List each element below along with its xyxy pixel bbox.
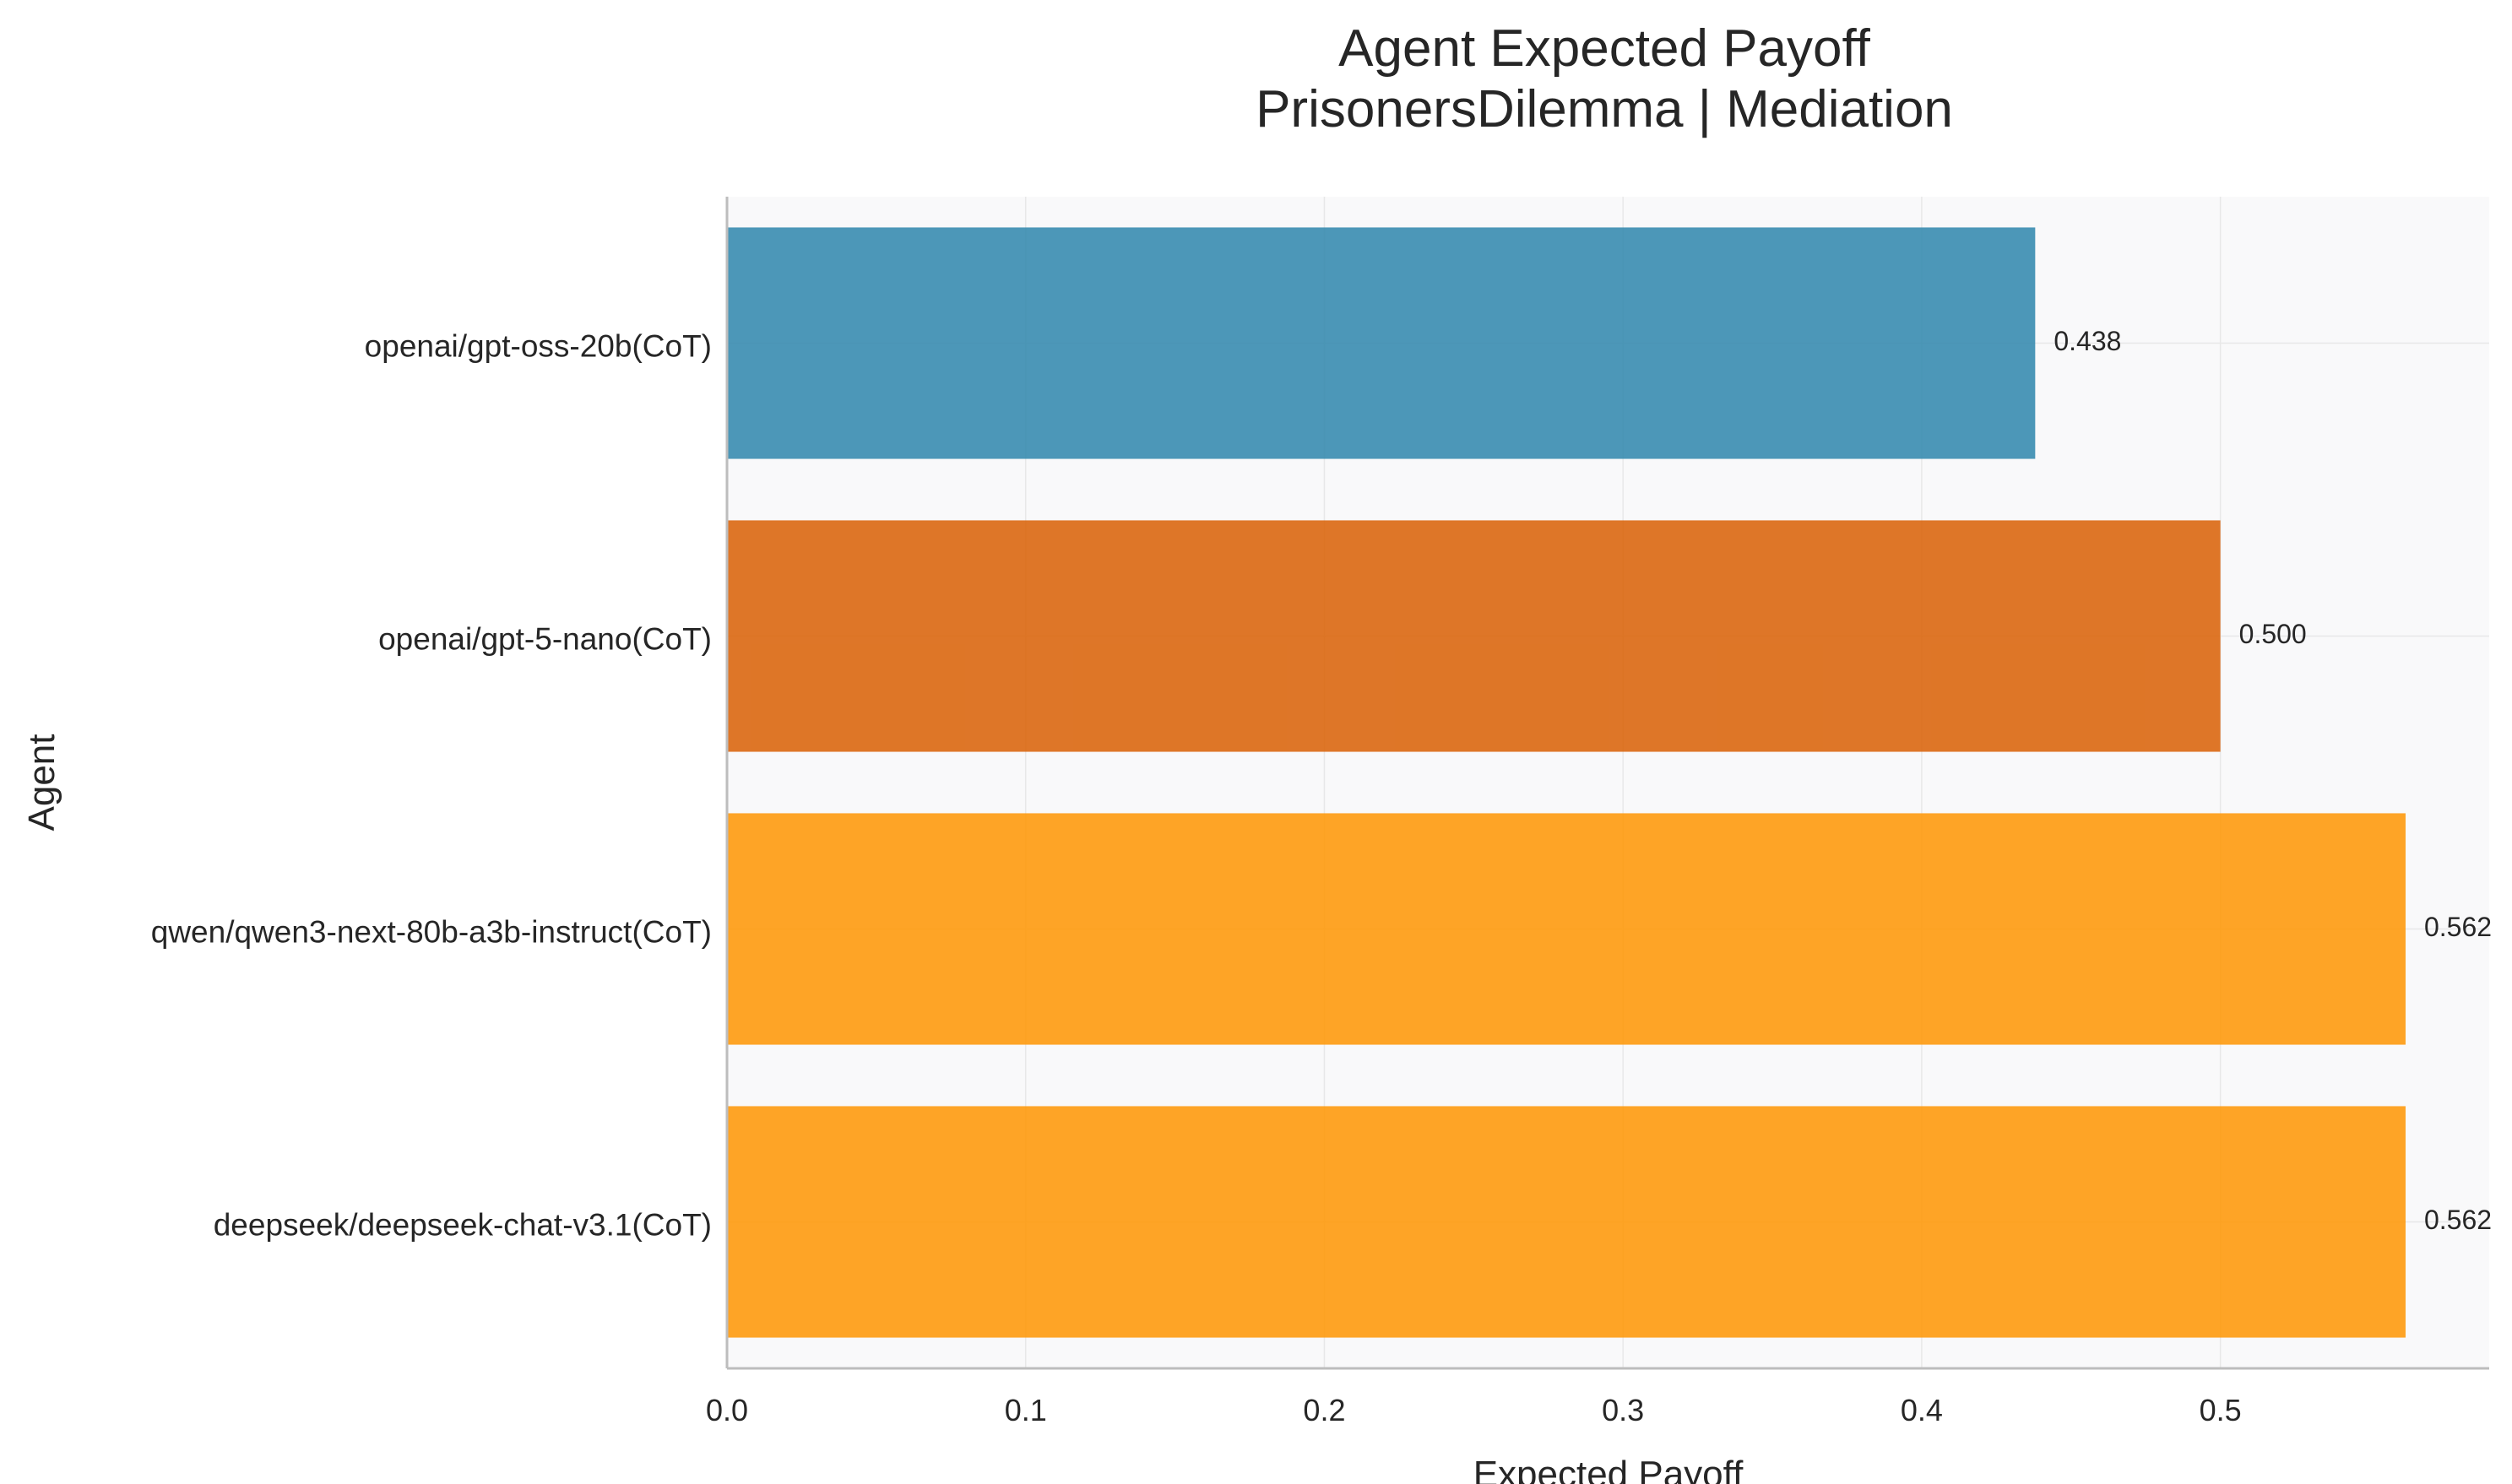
- bar-value-label: 0.562: [2424, 1205, 2492, 1235]
- category-labels: openai/gpt-oss-20b(CoT) openai/gpt-5-nano…: [151, 328, 712, 1242]
- y-axis-label: Agent: [21, 734, 62, 831]
- x-tick-label: 0.0: [706, 1393, 748, 1427]
- bar: [727, 520, 2221, 752]
- bars: [727, 227, 2406, 1338]
- x-tick-label: 0.3: [1602, 1393, 1644, 1427]
- x-axis-label: Expected Payoff: [1473, 1454, 1744, 1484]
- category-label: openai/gpt-5-nano(CoT): [378, 621, 712, 656]
- x-tick-labels: 0.0 0.1 0.2 0.3 0.4 0.5: [706, 1393, 2242, 1427]
- category-label: openai/gpt-oss-20b(CoT): [365, 328, 712, 363]
- category-label: deepseek/deepseek-chat-v3.1(CoT): [214, 1207, 712, 1242]
- x-tick-label: 0.4: [1901, 1393, 1943, 1427]
- bar: [727, 813, 2406, 1045]
- chart-subtitle: PrisonersDilemma | Mediation: [1256, 80, 1953, 138]
- chart-title: Agent Expected Payoff: [1338, 19, 1870, 78]
- bar-value-label: 0.500: [2239, 619, 2307, 649]
- x-tick-label: 0.5: [2200, 1393, 2242, 1427]
- bar: [727, 1106, 2406, 1338]
- x-tick-label: 0.1: [1005, 1393, 1047, 1427]
- bar-value-label: 0.438: [2054, 326, 2121, 356]
- x-tick-label: 0.2: [1303, 1393, 1345, 1427]
- value-labels: 0.438 0.500 0.562 0.562: [2054, 326, 2492, 1235]
- category-label: qwen/qwen3-next-80b-a3b-instruct(CoT): [151, 914, 712, 949]
- bar-value-label: 0.562: [2424, 912, 2492, 942]
- bar: [727, 227, 2036, 459]
